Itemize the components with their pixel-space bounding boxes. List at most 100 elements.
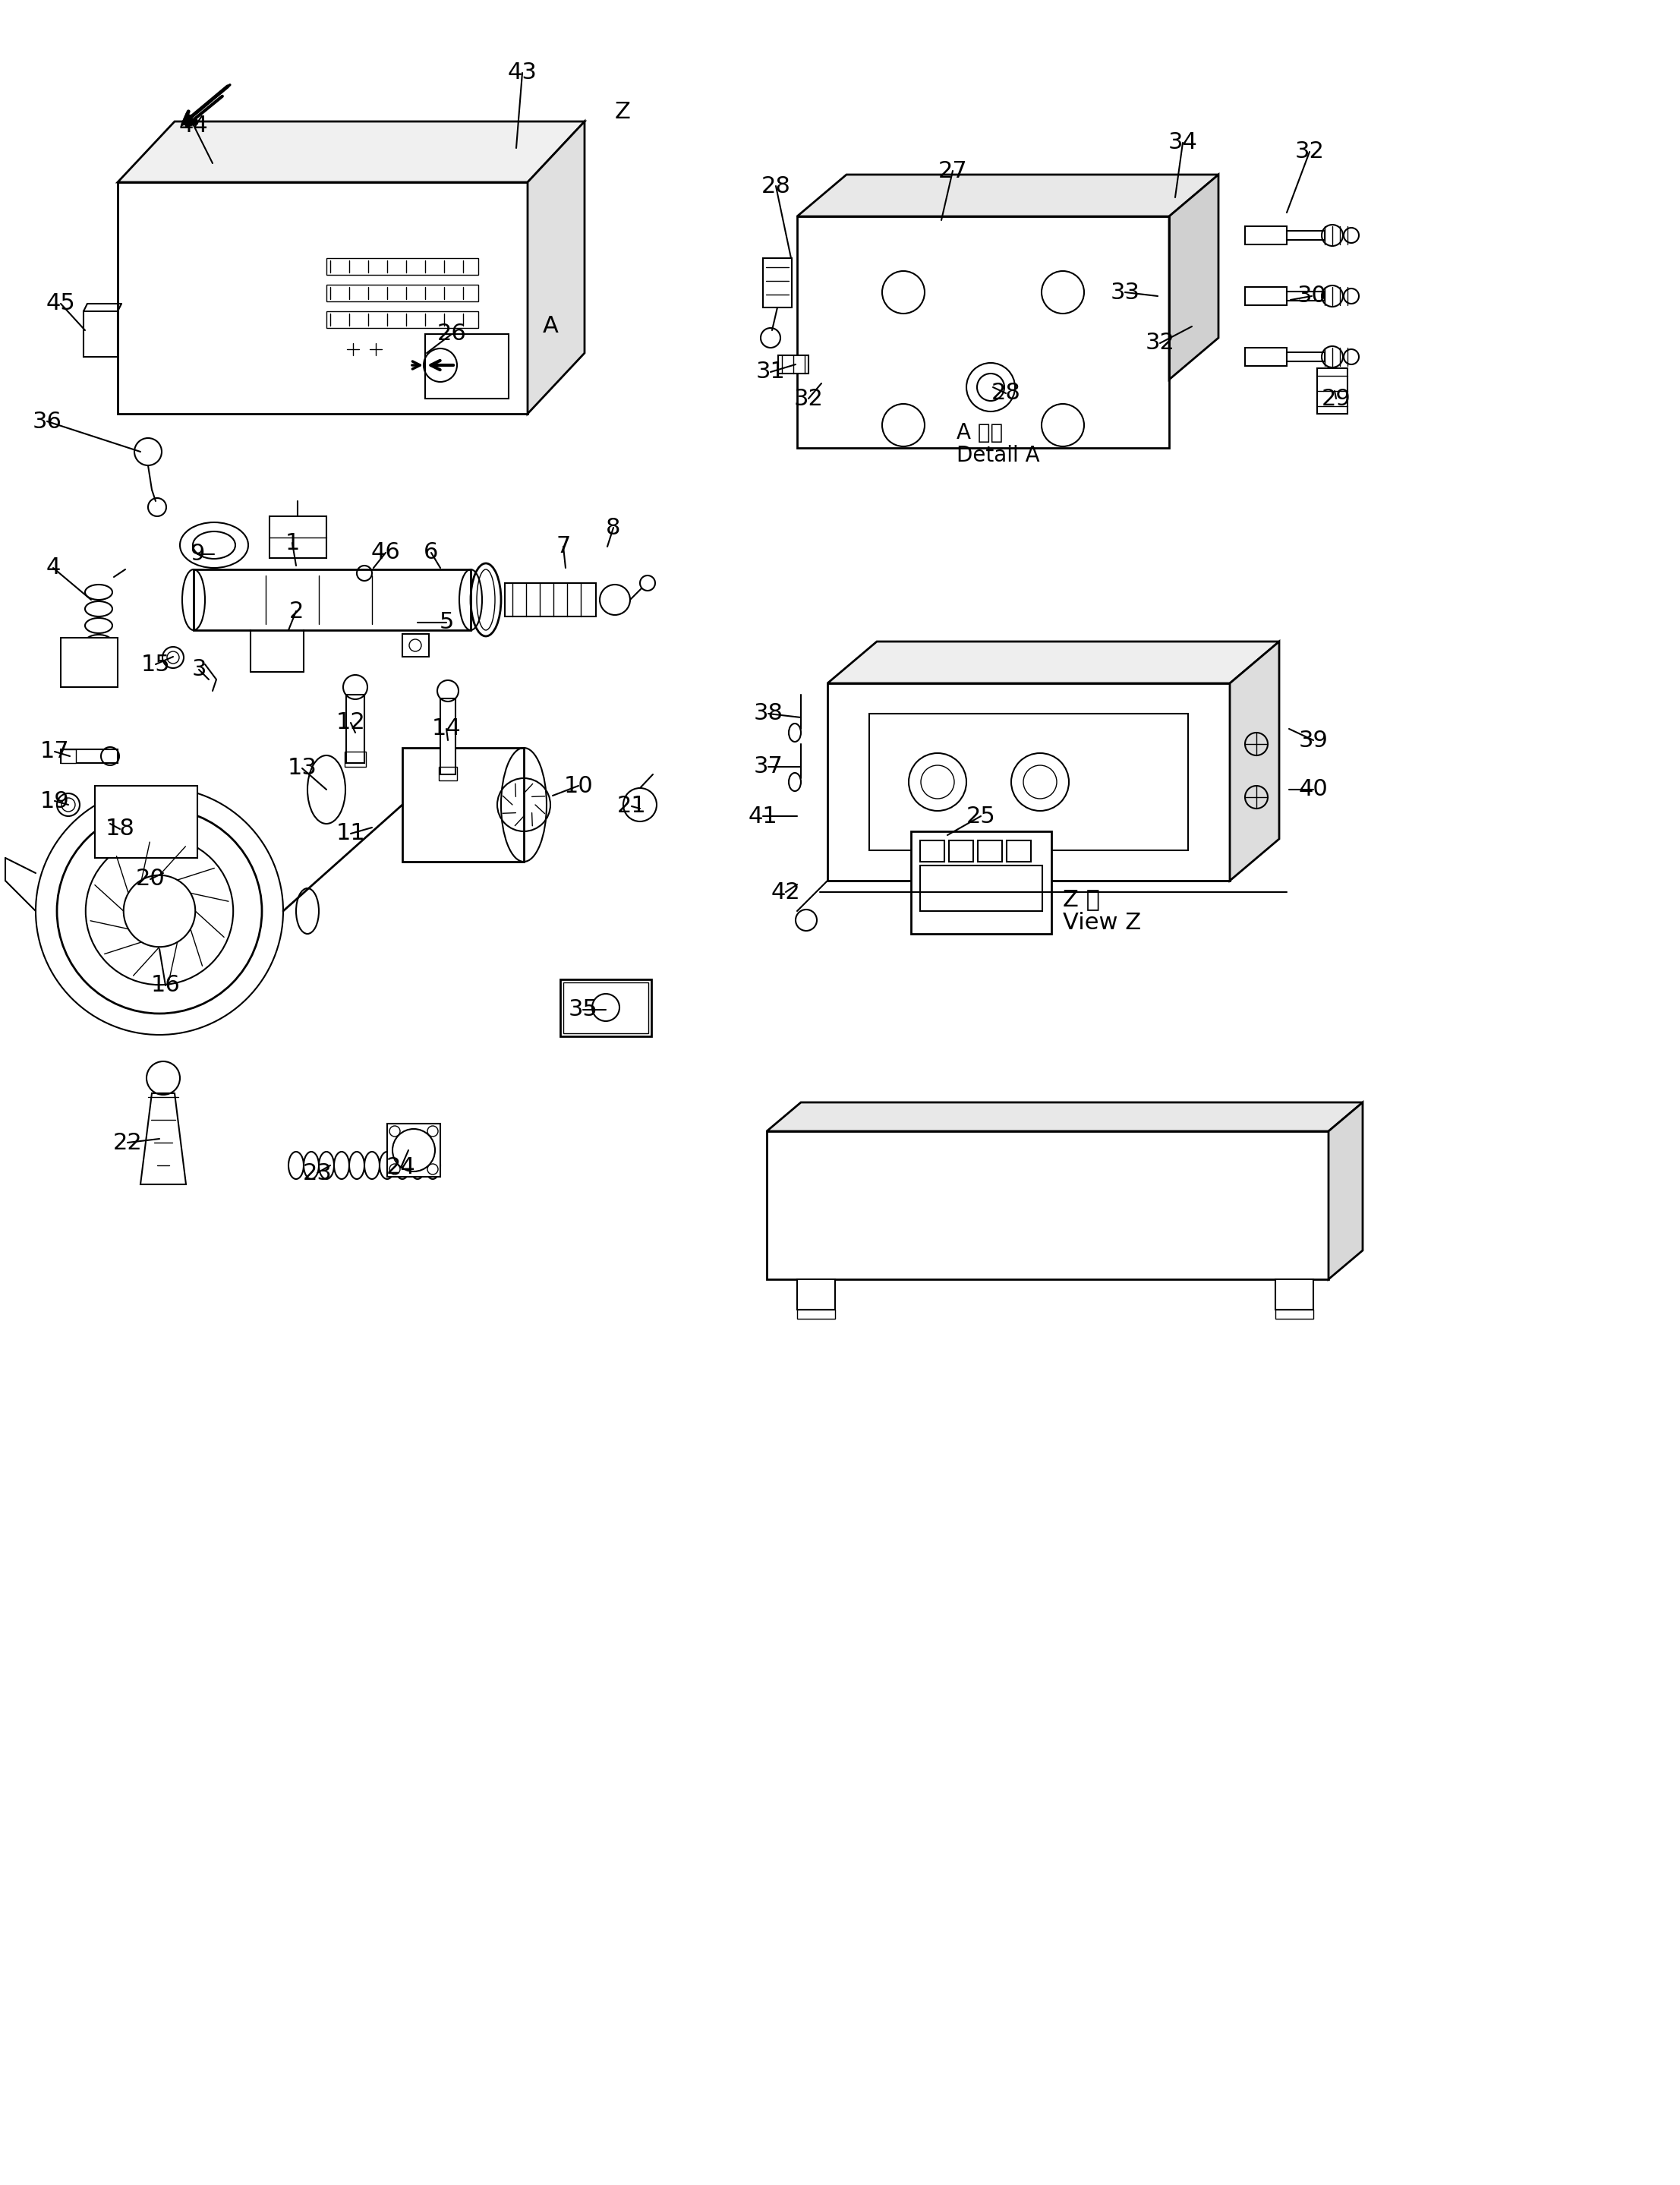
Bar (346, 695, 365, 763)
Text: 19: 19 (40, 791, 69, 813)
Bar (440, 699, 455, 773)
Bar (921, 865, 1042, 911)
Text: 32: 32 (793, 387, 823, 409)
Bar (869, 714, 1188, 850)
Text: 34: 34 (1168, 131, 1198, 153)
Bar (94, 787, 197, 859)
Bar (1275, 1309, 1314, 1320)
Text: 14: 14 (432, 719, 460, 741)
Text: 1: 1 (286, 531, 299, 553)
Text: 30: 30 (1297, 284, 1327, 308)
Bar (84, 310, 118, 356)
Text: 3: 3 (192, 658, 207, 682)
Bar (326, 258, 479, 275)
Text: 8: 8 (606, 516, 622, 540)
Bar (402, 747, 524, 861)
Polygon shape (141, 1092, 186, 1184)
Bar (1317, 369, 1347, 413)
Bar (559, 979, 652, 1036)
Bar (911, 830, 1052, 933)
Bar (269, 516, 326, 557)
Bar (778, 356, 808, 374)
Bar (563, 983, 648, 1034)
Text: 10: 10 (564, 776, 593, 798)
Text: 29: 29 (1322, 387, 1351, 409)
Bar (60, 749, 118, 763)
Bar (763, 258, 791, 308)
Text: A 詳細: A 詳細 (956, 422, 1003, 444)
Bar (1245, 347, 1287, 365)
Bar (1287, 352, 1326, 361)
Text: 12: 12 (336, 712, 366, 734)
Text: 28: 28 (991, 382, 1021, 404)
Bar (796, 1309, 835, 1320)
Text: 24: 24 (386, 1156, 415, 1178)
Text: 37: 37 (754, 756, 783, 778)
Bar (326, 284, 479, 302)
Text: 43: 43 (507, 61, 538, 83)
Text: 13: 13 (287, 758, 318, 780)
Text: 36: 36 (32, 411, 62, 433)
Text: Z: Z (615, 101, 630, 122)
Bar (796, 1278, 835, 1309)
Text: 35: 35 (568, 999, 598, 1020)
Bar (438, 767, 457, 780)
Text: A: A (543, 315, 558, 336)
Text: 25: 25 (966, 804, 996, 828)
Text: 28: 28 (761, 175, 791, 197)
Text: 6: 6 (423, 542, 438, 564)
Text: View Z: View Z (1063, 911, 1141, 933)
Text: Z 視: Z 視 (1063, 889, 1100, 911)
Bar (949, 841, 973, 861)
Bar (796, 216, 1169, 448)
Polygon shape (118, 122, 585, 181)
Text: 9: 9 (190, 544, 205, 566)
Text: 32: 32 (1295, 140, 1324, 164)
Bar (386, 1123, 440, 1178)
Text: 2: 2 (289, 601, 304, 623)
Text: 41: 41 (748, 804, 778, 828)
Bar (60, 749, 76, 763)
Text: 45: 45 (45, 293, 76, 315)
Text: 42: 42 (771, 881, 800, 902)
Text: 32: 32 (1146, 332, 1174, 354)
Text: 4: 4 (45, 557, 60, 579)
Bar (1006, 841, 1032, 861)
Text: 16: 16 (151, 975, 180, 996)
Text: 15: 15 (141, 653, 170, 675)
Bar (766, 1132, 1329, 1278)
Text: 5: 5 (438, 612, 454, 634)
Bar (326, 310, 479, 328)
Bar (921, 841, 944, 861)
Bar (402, 634, 428, 658)
Bar (1245, 227, 1287, 245)
Text: 18: 18 (106, 817, 134, 839)
Bar (978, 841, 1001, 861)
Bar (193, 570, 470, 629)
Polygon shape (1230, 642, 1278, 881)
Text: 26: 26 (437, 323, 467, 345)
Bar (425, 334, 509, 398)
Bar (344, 752, 366, 767)
Bar (1275, 1278, 1314, 1309)
Polygon shape (828, 642, 1278, 684)
Text: 44: 44 (178, 114, 208, 135)
Text: 22: 22 (113, 1132, 143, 1154)
Text: 27: 27 (937, 160, 968, 181)
Text: 7: 7 (556, 535, 571, 557)
Bar (118, 181, 528, 413)
Text: 40: 40 (1299, 778, 1327, 800)
Text: 31: 31 (756, 361, 785, 382)
Bar (1245, 286, 1287, 306)
Polygon shape (766, 1103, 1362, 1132)
Polygon shape (528, 122, 585, 413)
Bar (1287, 232, 1326, 240)
Polygon shape (1329, 1103, 1362, 1278)
Bar (60, 638, 118, 686)
Bar (504, 583, 596, 616)
Text: 39: 39 (1299, 730, 1329, 752)
Text: 23: 23 (302, 1162, 333, 1184)
Bar (1287, 291, 1326, 302)
Polygon shape (796, 175, 1218, 216)
Polygon shape (1169, 175, 1218, 380)
